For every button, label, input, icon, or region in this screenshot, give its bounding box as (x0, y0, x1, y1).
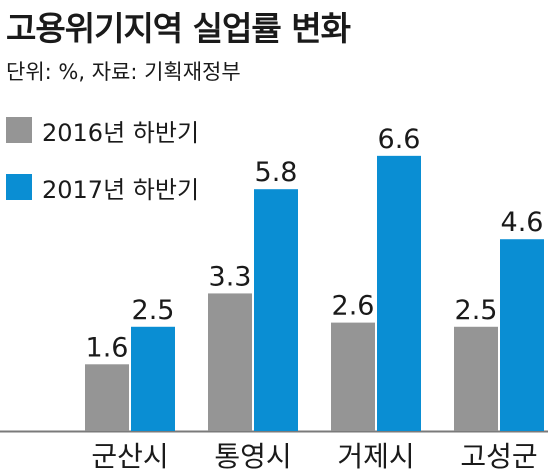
category-label-4: 고성군 (460, 440, 537, 473)
chart-title: 고용위기지역 실업률 변화 (6, 9, 351, 48)
legend-swatch-2016 (6, 117, 32, 143)
data-label-2017-2: 5.8 (255, 157, 298, 188)
data-label-2017-1: 2.5 (132, 295, 175, 326)
data-label-2016-4: 2.5 (455, 295, 498, 326)
legend-item-2017: 2017년 하반기 (6, 171, 200, 204)
category-label-3: 거제시 (337, 440, 414, 473)
category-label-2: 통영시 (214, 440, 291, 473)
legend-item-2016: 2016년 하반기 (6, 114, 200, 147)
bar-2016-2 (208, 293, 252, 431)
legend-label-2017: 2017년 하반기 (42, 175, 200, 204)
bar-2017-1 (131, 326, 175, 431)
legend-swatch-2017 (6, 174, 32, 200)
category-label-1: 군산시 (91, 440, 168, 473)
data-label-2016-1: 1.6 (86, 332, 129, 363)
bar-2016-1 (85, 364, 129, 431)
data-label-2017-4: 4.6 (501, 207, 544, 238)
data-label-2016-3: 2.6 (332, 291, 375, 322)
data-label-2016-2: 3.3 (209, 261, 252, 292)
bar-2016-4 (454, 326, 498, 431)
bar-2016-3 (331, 322, 375, 431)
bar-2017-4 (500, 239, 544, 431)
data-label-2017-3: 6.6 (378, 124, 421, 155)
bar-2017-2 (254, 189, 298, 431)
chart-subtitle: 단위: %, 자료: 기획재정부 (6, 60, 241, 84)
legend-label-2016: 2016년 하반기 (42, 118, 200, 147)
bar-2017-3 (377, 155, 421, 431)
